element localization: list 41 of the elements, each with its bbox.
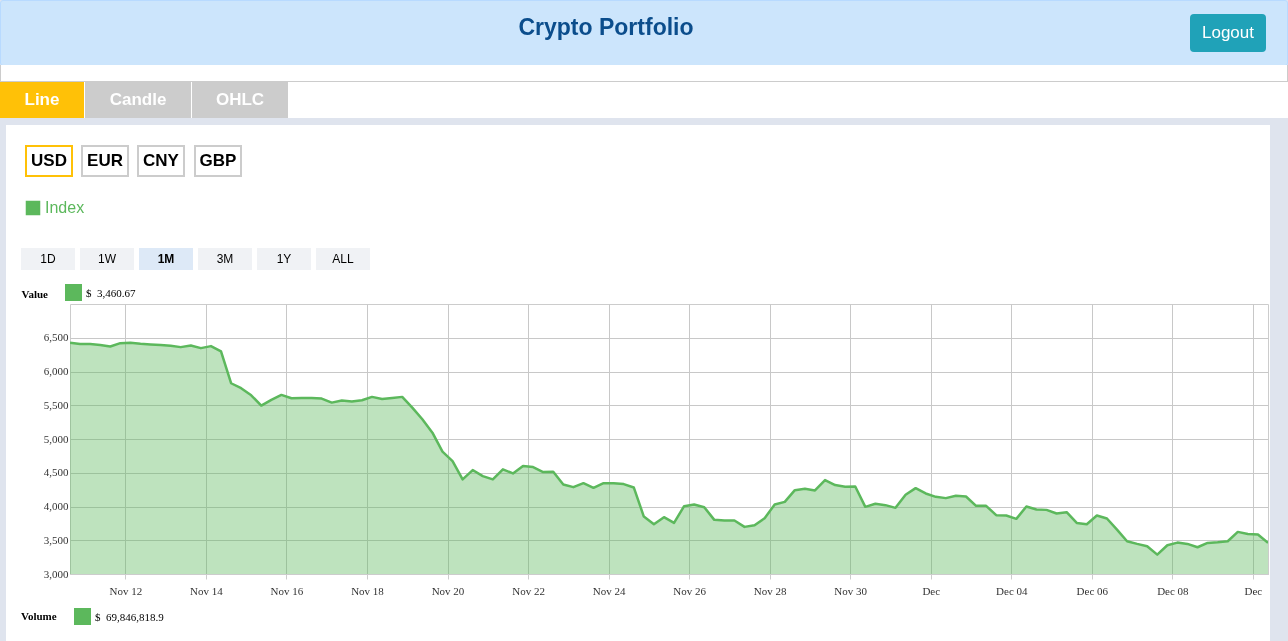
x-tick-label: Dec <box>922 584 941 597</box>
x-tick-label: Nov 26 <box>673 584 707 597</box>
text: Line <box>0 82 84 118</box>
y-tick-label: 6,500 <box>43 331 69 344</box>
text: 1Y <box>257 248 311 270</box>
text: Volume <box>21 610 57 622</box>
x-tick-label: Nov 22 <box>512 584 545 597</box>
text: 1M <box>139 248 193 270</box>
y-tick-label: 5,500 <box>43 398 69 411</box>
text: 3M <box>198 248 252 270</box>
text: 1D <box>21 248 75 270</box>
chart-title: Crypto Portfolio <box>518 14 694 40</box>
y-axis-title: Value <box>21 287 49 300</box>
x-tick-label: Dec <box>1244 584 1263 597</box>
y-tick-label: 6,000 <box>43 365 69 377</box>
x-tick-label: Nov 28 <box>753 584 788 597</box>
text: ALL <box>316 248 370 270</box>
text: CNY <box>137 145 185 177</box>
text: GBP <box>194 145 242 177</box>
x-tick-label: Dec 06 <box>1076 584 1109 597</box>
x-tick-label: Nov 20 <box>431 584 465 597</box>
x-tick-label: Nov 30 <box>834 584 868 597</box>
x-tick-label: Nov 16 <box>270 584 304 597</box>
text: Logout <box>1190 14 1266 52</box>
y-tick-label: 4,500 <box>43 466 69 479</box>
x-tick-label: Nov 24 <box>592 584 626 597</box>
y-tick-label: 3,500 <box>43 533 69 546</box>
y-tick-label: 4,000 <box>43 500 69 512</box>
text: $ 69,846,818.9 <box>95 611 164 623</box>
x-tick-label: Nov 12 <box>109 584 143 597</box>
text: EUR <box>81 145 129 177</box>
y-tick-label: 5,000 <box>43 432 69 445</box>
legend-label: Index <box>45 199 85 216</box>
x-tick-label: Nov 18 <box>351 584 385 597</box>
y-tick-label: 3,000 <box>43 567 69 580</box>
text: $ 3,460.67 <box>86 287 136 299</box>
text: USD <box>25 145 73 177</box>
x-tick-label: Dec 04 <box>996 584 1029 597</box>
x-tick-label: Nov 14 <box>190 584 224 597</box>
text: 1W <box>80 248 134 270</box>
x-tick-label: Dec 08 <box>1157 584 1190 597</box>
